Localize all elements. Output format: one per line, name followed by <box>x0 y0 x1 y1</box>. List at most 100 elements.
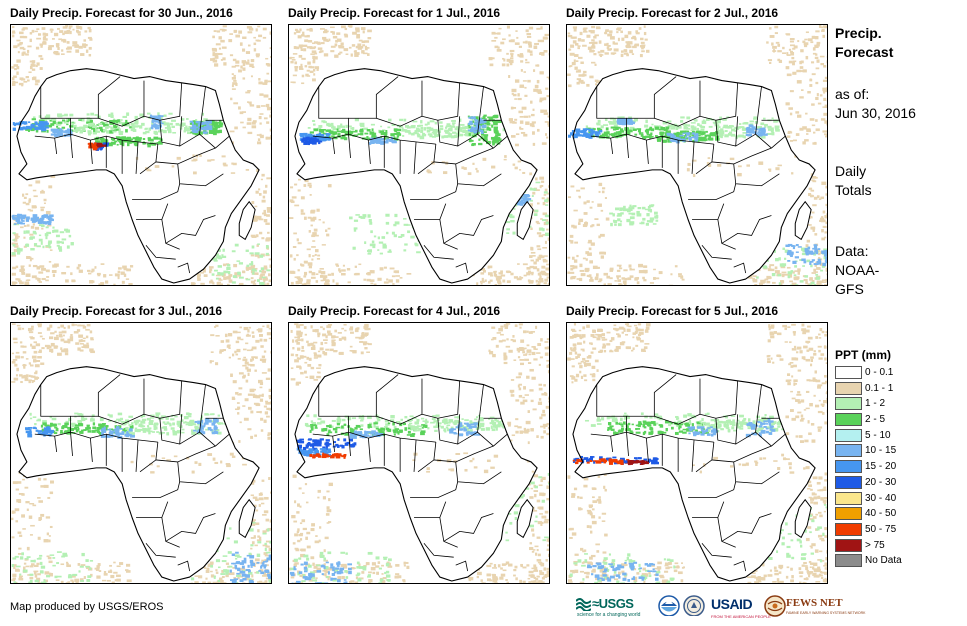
ocean-drizzle-patch <box>802 40 806 44</box>
land-rain-band <box>494 136 499 140</box>
ocean-drizzle-patch <box>519 53 524 56</box>
ocean-drizzle-patch <box>267 209 271 213</box>
ocean-drizzle-patch <box>205 577 208 580</box>
ocean-drizzle-patch <box>50 175 56 178</box>
madagascar-outline <box>794 200 812 241</box>
ocean-drizzle-patch <box>71 581 75 583</box>
ocean-drizzle-patch <box>225 339 230 343</box>
ocean-rain-patch <box>264 569 270 573</box>
ocean-drizzle-patch <box>548 77 549 80</box>
land-rain-band <box>753 117 757 120</box>
ocean-rain-patch <box>263 561 268 563</box>
ocean-drizzle-patch <box>29 364 34 367</box>
heavy-rain-patch <box>151 120 156 122</box>
ocean-drizzle-patch <box>212 282 215 285</box>
land-rain-band <box>44 115 50 119</box>
land-rain-band <box>698 138 703 142</box>
ocean-drizzle-patch <box>68 25 73 28</box>
land-rain-band <box>321 129 326 131</box>
land-rain-band <box>705 138 708 141</box>
ocean-drizzle-patch <box>303 48 307 52</box>
coastal-rain-patch <box>309 137 313 141</box>
ocean-drizzle-patch <box>34 30 38 33</box>
coastal-rain-patch <box>571 129 575 133</box>
ocean-drizzle-patch <box>527 41 532 46</box>
ocean-drizzle-patch <box>263 265 268 268</box>
ocean-drizzle-patch <box>649 282 655 284</box>
land-rain-band <box>141 122 145 126</box>
ocean-drizzle-patch <box>820 280 824 283</box>
land-rain-band <box>658 125 661 129</box>
ocean-drizzle-patch <box>310 218 315 222</box>
ocean-drizzle-patch <box>18 280 22 283</box>
ocean-rain-patch <box>250 566 253 568</box>
ocean-drizzle-patch <box>220 59 223 61</box>
ocean-drizzle-patch <box>792 71 797 75</box>
ocean-drizzle-patch <box>245 51 251 54</box>
ocean-drizzle-patch <box>806 239 811 243</box>
land-rain-band <box>110 126 113 130</box>
ocean-drizzle-patch <box>260 502 265 505</box>
heavy-rain-patch <box>691 136 695 139</box>
land-drizzle-patch <box>220 460 223 464</box>
land-rain-band <box>360 132 364 136</box>
ocean-drizzle-patch <box>811 280 815 284</box>
heavy-rain-patch <box>628 118 633 121</box>
land-rain-band <box>30 127 35 132</box>
ocean-rain-patch <box>370 230 373 234</box>
ocean-drizzle-patch <box>22 528 26 530</box>
ocean-drizzle-patch <box>220 39 225 43</box>
ocean-drizzle-patch <box>357 45 360 48</box>
ocean-drizzle-patch <box>567 73 571 77</box>
ocean-drizzle-patch <box>521 106 527 110</box>
ocean-rain-patch <box>764 265 767 268</box>
land-rain-band <box>600 125 604 129</box>
ocean-rain-patch <box>12 232 16 235</box>
land-rain-band <box>701 120 707 125</box>
ocean-drizzle-patch <box>20 356 24 359</box>
ocean-drizzle-patch <box>59 30 64 33</box>
land-rain-band <box>653 125 657 128</box>
ocean-drizzle-patch <box>129 265 134 268</box>
ocean-drizzle-patch <box>543 97 547 101</box>
ocean-drizzle-patch <box>264 80 268 84</box>
ocean-drizzle-patch <box>266 332 271 336</box>
land-rain-band <box>63 430 67 434</box>
ocean-drizzle-patch <box>323 53 329 57</box>
ocean-drizzle-patch <box>250 435 254 439</box>
land-rain-band <box>95 128 98 132</box>
land-rain-band <box>336 127 341 130</box>
ocean-drizzle-patch <box>210 334 215 337</box>
ocean-rain-patch <box>794 265 798 268</box>
land-drizzle-patch <box>687 162 691 166</box>
ocean-drizzle-patch <box>534 42 539 45</box>
ocean-drizzle-patch <box>606 275 611 279</box>
land-drizzle-patch <box>245 168 250 171</box>
ocean-drizzle-patch <box>261 372 267 374</box>
land-rain-band <box>183 127 188 130</box>
land-rain-band <box>403 118 407 122</box>
ocean-drizzle-patch <box>547 282 549 285</box>
ocean-rain-patch <box>256 572 260 574</box>
land-rain-band <box>588 130 592 134</box>
ocean-drizzle-patch <box>542 36 548 40</box>
panel-title: Daily Precip. Forecast for 2 Jul., 2016 <box>566 6 779 20</box>
ocean-rain-patch <box>813 244 818 248</box>
land-rain-band <box>771 117 774 120</box>
land-drizzle-patch <box>737 165 742 168</box>
ocean-rain-patch <box>517 203 521 206</box>
ocean-drizzle-patch <box>82 339 86 342</box>
heavy-rain-patch <box>583 131 586 135</box>
ocean-drizzle-patch <box>252 120 257 123</box>
ocean-drizzle-patch <box>320 271 326 275</box>
heavy-rain-patch <box>153 115 158 119</box>
coastal-rain-patch <box>19 121 25 125</box>
land-rain-band <box>698 137 704 139</box>
heavy-rain-patch <box>303 141 308 145</box>
ocean-drizzle-patch <box>812 47 816 51</box>
heavy-rain-patch <box>31 124 34 127</box>
land-rain-band <box>42 119 45 122</box>
ocean-drizzle-patch <box>250 410 254 414</box>
land-rain-band <box>118 132 124 136</box>
ocean-drizzle-patch <box>309 27 313 31</box>
